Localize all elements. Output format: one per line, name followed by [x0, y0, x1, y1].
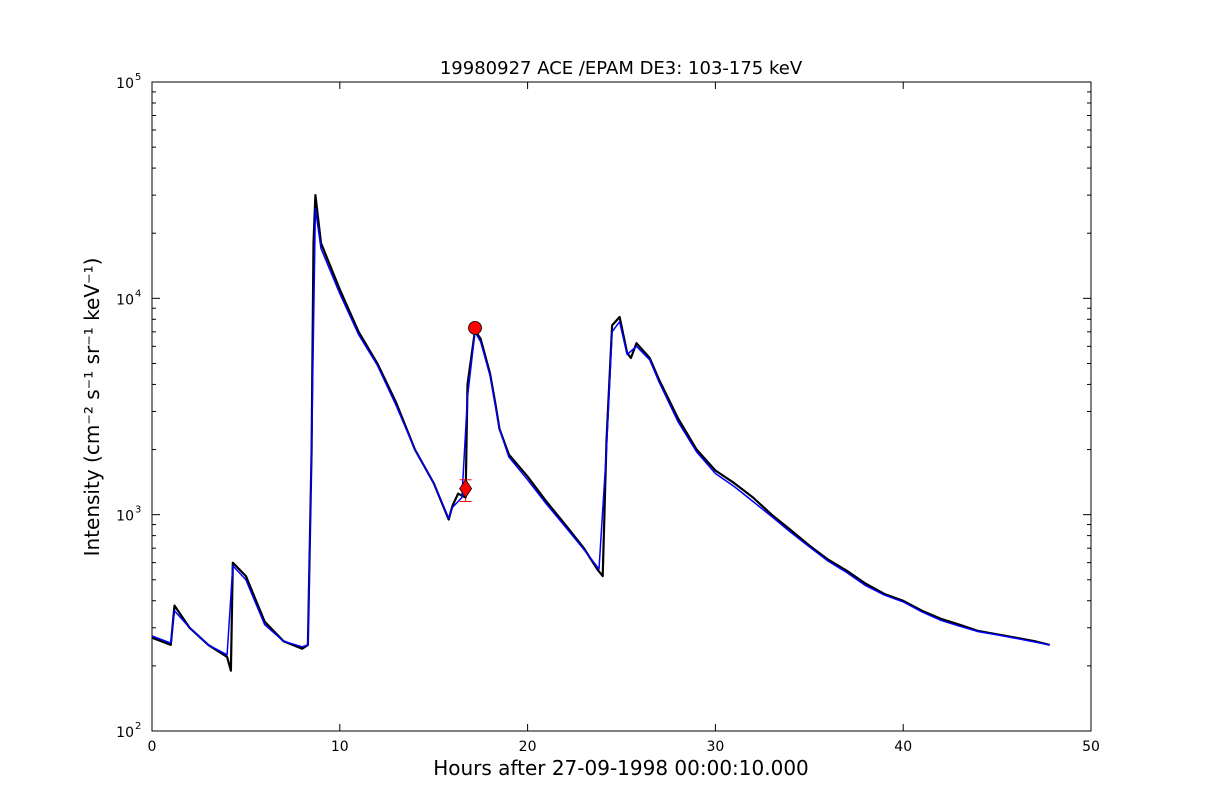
- peak-marker-circle: [468, 321, 482, 335]
- x-tick-label: 20: [519, 739, 537, 755]
- x-axis: 0 10 20 30 40 50: [148, 82, 1100, 755]
- x-axis-label: Hours after 27-09-1998 00:00:10.000: [433, 756, 809, 780]
- x-tick-label: 10: [331, 739, 349, 755]
- onset-marker-diamond: [459, 478, 473, 499]
- y-tick-exponent: 2: [135, 721, 141, 732]
- series-line-raw: [151, 194, 1050, 672]
- y-tick-exponent: 5: [135, 72, 141, 83]
- x-tick-label: 30: [706, 739, 724, 755]
- plot-frame: [151, 81, 1092, 732]
- chart-title: 19980927 ACE /EPAM DE3: 103-175 keV: [440, 58, 803, 79]
- plot-data: [151, 194, 1050, 672]
- y-tick-label: 10: [116, 292, 134, 308]
- y-tick-label: 10: [116, 509, 134, 525]
- y-tick-label: 10: [116, 76, 134, 92]
- y-axis-label: Intensity (cm⁻² s⁻¹ sr⁻¹ keV⁻¹): [80, 258, 104, 557]
- x-tick-label: 0: [148, 739, 157, 755]
- y-tick-exponent: 3: [135, 505, 141, 516]
- y-tick-exponent: 4: [135, 288, 141, 299]
- x-tick-label: 40: [894, 739, 912, 755]
- x-tick-label: 50: [1082, 739, 1100, 755]
- y-tick-label: 10: [116, 725, 134, 741]
- series-line-smoothed: [151, 207, 1050, 656]
